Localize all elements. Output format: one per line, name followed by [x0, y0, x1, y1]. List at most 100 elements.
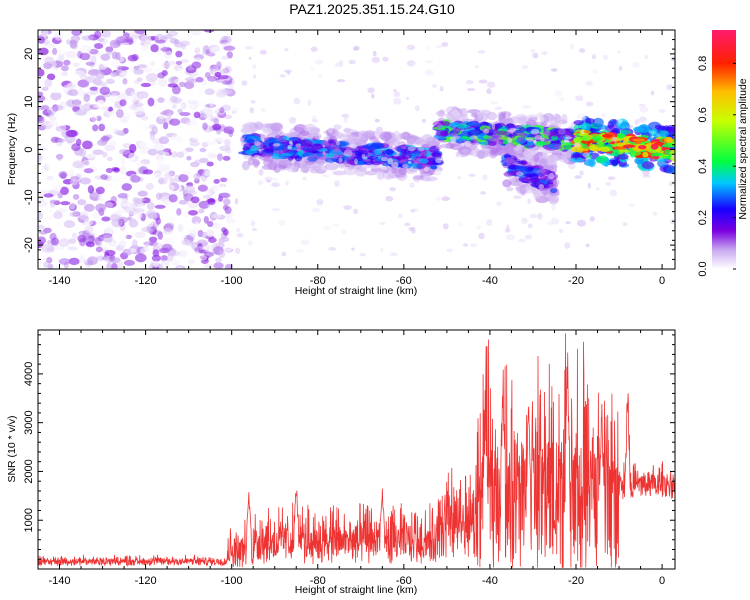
x-tick-label: -20 [568, 275, 584, 287]
spectrogram-cell [287, 165, 294, 170]
spectrogram-cell [48, 209, 55, 215]
spectrogram-cell [181, 170, 191, 176]
spectrogram-cell [101, 216, 111, 222]
spectrogram-cell [426, 161, 435, 166]
spectrogram-cell [38, 36, 45, 44]
spectrogram-cell [208, 237, 217, 243]
spectrogram-cell [324, 162, 339, 171]
spectrogram-cell [441, 121, 451, 126]
spectrogram-cell [145, 182, 154, 190]
spectrogram-cell [595, 187, 600, 191]
spectrogram-cell [129, 217, 136, 225]
spectrogram-cell [109, 214, 121, 222]
spectrogram-cell [224, 263, 233, 269]
spectrogram-cell [79, 254, 85, 264]
spectrogram-cell [278, 219, 286, 227]
spectrogram-cell [219, 177, 228, 183]
spectrogram-cell [214, 71, 222, 78]
spectrogram-cell [134, 231, 146, 239]
spectrogram-cell [486, 81, 496, 88]
spectrogram-cell [591, 135, 603, 141]
spectrogram-cell [156, 158, 165, 166]
spectrogram-cell [83, 93, 91, 103]
spectrogram-cell [310, 143, 324, 150]
spectrogram-cell [541, 51, 548, 56]
spectrogram-cell [271, 129, 283, 136]
spectrogram-cell [550, 139, 561, 145]
spectrogram-cell [464, 140, 470, 145]
spectrogram-cell [43, 261, 50, 269]
spectrogram-cell [84, 217, 94, 226]
spectrogram-cell [318, 74, 323, 78]
colorbar-gradient [712, 30, 736, 269]
spectrogram-cell [565, 221, 571, 225]
spectrogram-cell [139, 247, 150, 256]
spectrogram-cell [539, 158, 548, 166]
spectrogram-cell [60, 124, 67, 132]
spectrogram-cell [203, 263, 214, 269]
spectrogram-cell [650, 143, 659, 150]
spectrogram-cell [150, 112, 157, 118]
spectrogram-cell [617, 50, 621, 54]
spectrogram-cell [38, 153, 42, 162]
spectrogram-cell [241, 160, 250, 171]
spectrogram-cell [96, 240, 103, 247]
spectrogram-cell [575, 95, 584, 102]
spectrogram-cell [367, 155, 379, 160]
spectrogram-cell [409, 182, 415, 188]
spectrogram-cell [333, 223, 340, 227]
spectrogram-cell [546, 221, 554, 226]
spectrogram-cell [54, 31, 64, 41]
spectrogram-cell [176, 151, 185, 158]
spectrogram-cell [153, 260, 159, 268]
spectrogram-cell [558, 119, 568, 125]
spectrogram-cell [179, 111, 191, 117]
spectrogram-cell [533, 153, 540, 163]
spectrogram-cell [43, 193, 54, 198]
spectrogram-cell [176, 208, 182, 216]
spectrogram-cell [284, 48, 289, 52]
spectrogram-cell [662, 142, 675, 148]
spectrogram-cell [261, 108, 266, 112]
spectrogram-cell [191, 61, 202, 69]
spectrogram-cell [387, 172, 392, 176]
spectrogram-cell [38, 224, 45, 230]
spectrogram-cell [185, 119, 192, 126]
spectrogram-cell [300, 130, 310, 136]
spectrogram-cell [46, 73, 56, 81]
spectrogram-cell [427, 169, 436, 176]
spectrogram-cell [79, 132, 86, 138]
spectrogram-cell [248, 56, 252, 60]
spectrogram-cell [65, 129, 78, 138]
spectrogram-cell [169, 177, 175, 184]
spectrogram-cell [124, 36, 134, 43]
spectrogram-cell [568, 163, 576, 170]
spectrogram-cell [467, 109, 481, 114]
spectrogram-cell [105, 225, 114, 234]
spectrogram-cell [100, 174, 108, 180]
spectrogram-cell [609, 119, 617, 126]
spectrogram-cell [516, 136, 524, 143]
spectrogram-cell [476, 112, 486, 118]
spectrogram-cell [77, 79, 90, 88]
spectrogram-cell [125, 95, 133, 101]
spectrogram-cell [618, 65, 623, 71]
spectrogram-cell [105, 167, 114, 173]
spectrogram-cell [668, 151, 675, 155]
spectrogram-cell [110, 71, 118, 78]
spectrogram-cell [234, 198, 239, 205]
spectrogram-cell [324, 152, 335, 158]
snr-ticks: -140 -120 -100 -80 -60 -40 -20 0 1000 2000 3000 400… [23, 330, 675, 587]
spectrogram-cell [87, 185, 95, 194]
spectrogram-cell [587, 182, 591, 189]
spectrogram-cell [60, 201, 71, 206]
spectrogram-cell [524, 173, 537, 178]
spectrogram-cell [535, 140, 545, 147]
spectrogram-cell [69, 178, 79, 186]
spectrogram-cell [163, 200, 170, 206]
spectrogram-cell [491, 123, 496, 130]
spectrogram-cell [72, 62, 80, 68]
spectrogram-cell [266, 179, 271, 183]
spectrogram-cell [252, 158, 260, 168]
spectrogram-cell [411, 226, 416, 234]
